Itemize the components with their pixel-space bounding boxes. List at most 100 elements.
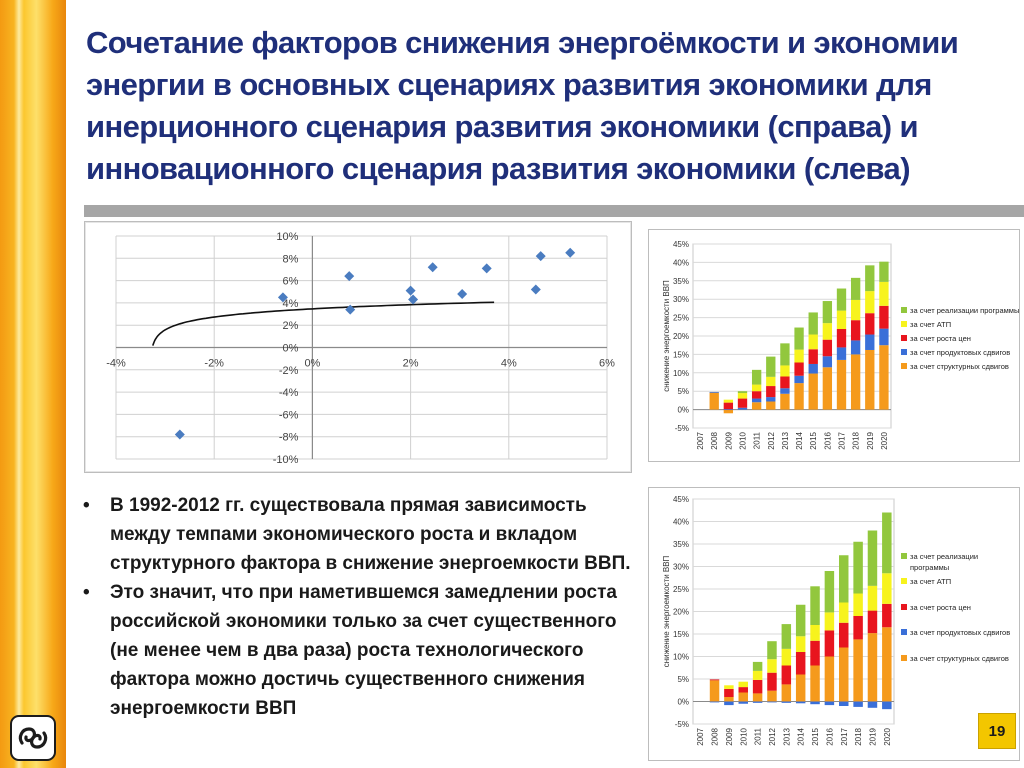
bar-segment [839, 602, 849, 623]
x-tick-label: 2009 [725, 727, 734, 745]
x-tick-label: 2% [403, 358, 419, 370]
legend-label: за счет реализации программы [910, 306, 1019, 315]
legend-label: за счет реализации программы [910, 552, 978, 572]
bar-segment [882, 627, 892, 702]
x-tick-label: 2012 [767, 431, 776, 449]
bar-segment [865, 349, 875, 410]
legend-swatch [901, 335, 907, 341]
bar-segment [850, 320, 861, 341]
bar-segment [839, 701, 849, 706]
bar-segment [822, 367, 833, 410]
bar-segment [795, 652, 806, 675]
bar-segment [737, 407, 748, 410]
bar-segment [867, 701, 878, 708]
bar-segment [822, 356, 833, 368]
scatter-chart: -4% -2% 0% 2% 4% 6% 10% 8% 6% 4% 2% 0% -2% -4% -6% -8% -… [106, 231, 615, 466]
bar-segment [794, 375, 804, 384]
y-tick-label: 35% [673, 277, 689, 286]
y-tick-label: -8% [279, 432, 299, 444]
bar-segment [810, 625, 820, 641]
bar-segment [724, 685, 734, 689]
bar-segment [810, 640, 820, 666]
legend-label: за счет продуктовых сдвигов [910, 628, 1010, 637]
bar-segment [824, 656, 835, 702]
bar-segment [865, 334, 875, 350]
bullet-dot-icon: • [83, 582, 90, 603]
bar-segment [780, 365, 790, 377]
bar-segment [751, 391, 762, 399]
bar-segment [737, 393, 748, 399]
bar-segment [836, 329, 847, 348]
bar-segment [879, 345, 889, 410]
stacked-bar-chart-inertial-panel: 45% 40% 35% 30% 25% 20% 15% 10% 5% 0% -5% снижение … [648, 229, 1020, 462]
x-tick-label: 2015 [809, 431, 818, 449]
y-tick-label: 15% [673, 350, 689, 359]
page-number-badge: 19 [978, 713, 1016, 749]
bar-segment [810, 586, 820, 625]
y-tick-label: 25% [673, 314, 689, 323]
x-tick-label: 2012 [768, 727, 777, 745]
bar-segment [822, 323, 833, 340]
bar-segment [781, 624, 792, 649]
x-tick-label: 2016 [823, 431, 832, 449]
x-tick-label: 2011 [754, 727, 763, 745]
bar-segment [709, 679, 720, 681]
bar-segment [822, 301, 833, 324]
x-tick-label: 2008 [711, 727, 720, 745]
bar-segment [780, 393, 790, 410]
bar-segment [879, 261, 889, 282]
bar-segment [766, 386, 776, 398]
bar-segment [853, 593, 863, 616]
y-axis-label: снижение энергоемкости ВВП [662, 555, 671, 667]
x-tick-label: 2010 [739, 431, 748, 449]
bar-segment [767, 659, 777, 673]
bar-segment [766, 356, 776, 377]
scatter-point [408, 294, 419, 305]
scatter-point [174, 429, 185, 440]
bar-segment [850, 299, 861, 321]
bar-segment [824, 571, 835, 613]
legend-label: за счет АТП [910, 577, 951, 586]
legend-swatch [901, 629, 907, 635]
x-tick-label: -4% [106, 358, 126, 370]
bar-segment [767, 690, 777, 702]
stacked-bar-chart-inertial: 45% 40% 35% 30% 25% 20% 15% 10% 5% 0% -5% снижение … [662, 240, 1019, 450]
log-trendline [152, 301, 495, 346]
bar-segment [808, 349, 818, 364]
y-tick-label: 45% [673, 240, 689, 249]
scatter-point [277, 292, 288, 303]
x-tick-label: 2017 [840, 727, 849, 745]
x-tick-label: 2016 [825, 727, 834, 745]
bar-segment [780, 388, 790, 394]
logo-icon [10, 715, 56, 761]
bar-segment [824, 612, 835, 631]
bar-segment [723, 399, 734, 403]
title-divider [84, 205, 1024, 217]
x-tick-label: 6% [599, 358, 615, 370]
bullet-dot-icon: • [83, 495, 90, 516]
y-tick-label: 20% [673, 332, 689, 341]
x-tick-label: 2007 [696, 431, 705, 449]
bar-segment [724, 701, 734, 706]
bar-segment [752, 679, 763, 694]
y-tick-label: 6% [282, 276, 298, 288]
bar-segment [766, 376, 776, 387]
stacked-bar-chart-innovative-panel: 45% 40% 35% 30% 25% 20% 15% 10% 5% 0% -5% снижение … [648, 487, 1020, 761]
bar-segment [810, 665, 820, 702]
bar-segment [781, 701, 792, 703]
bar-segment [737, 398, 748, 408]
bar-segment [836, 359, 847, 410]
bar-segment [808, 363, 818, 374]
bar-segment [882, 701, 892, 710]
bar-segment [751, 398, 762, 403]
bar-segment [822, 339, 833, 357]
scatter-point [457, 288, 468, 299]
y-tick-label: 10% [276, 231, 298, 243]
decorative-side-stripe [0, 0, 66, 768]
y-tick-label: 45% [673, 495, 689, 504]
y-tick-label: 10% [673, 653, 689, 662]
bullet-list: • В 1992-2012 гг. существовала прямая зав… [80, 491, 640, 723]
bar-segment [766, 401, 776, 410]
bar-segment [853, 541, 863, 594]
bar-segment [853, 639, 863, 702]
